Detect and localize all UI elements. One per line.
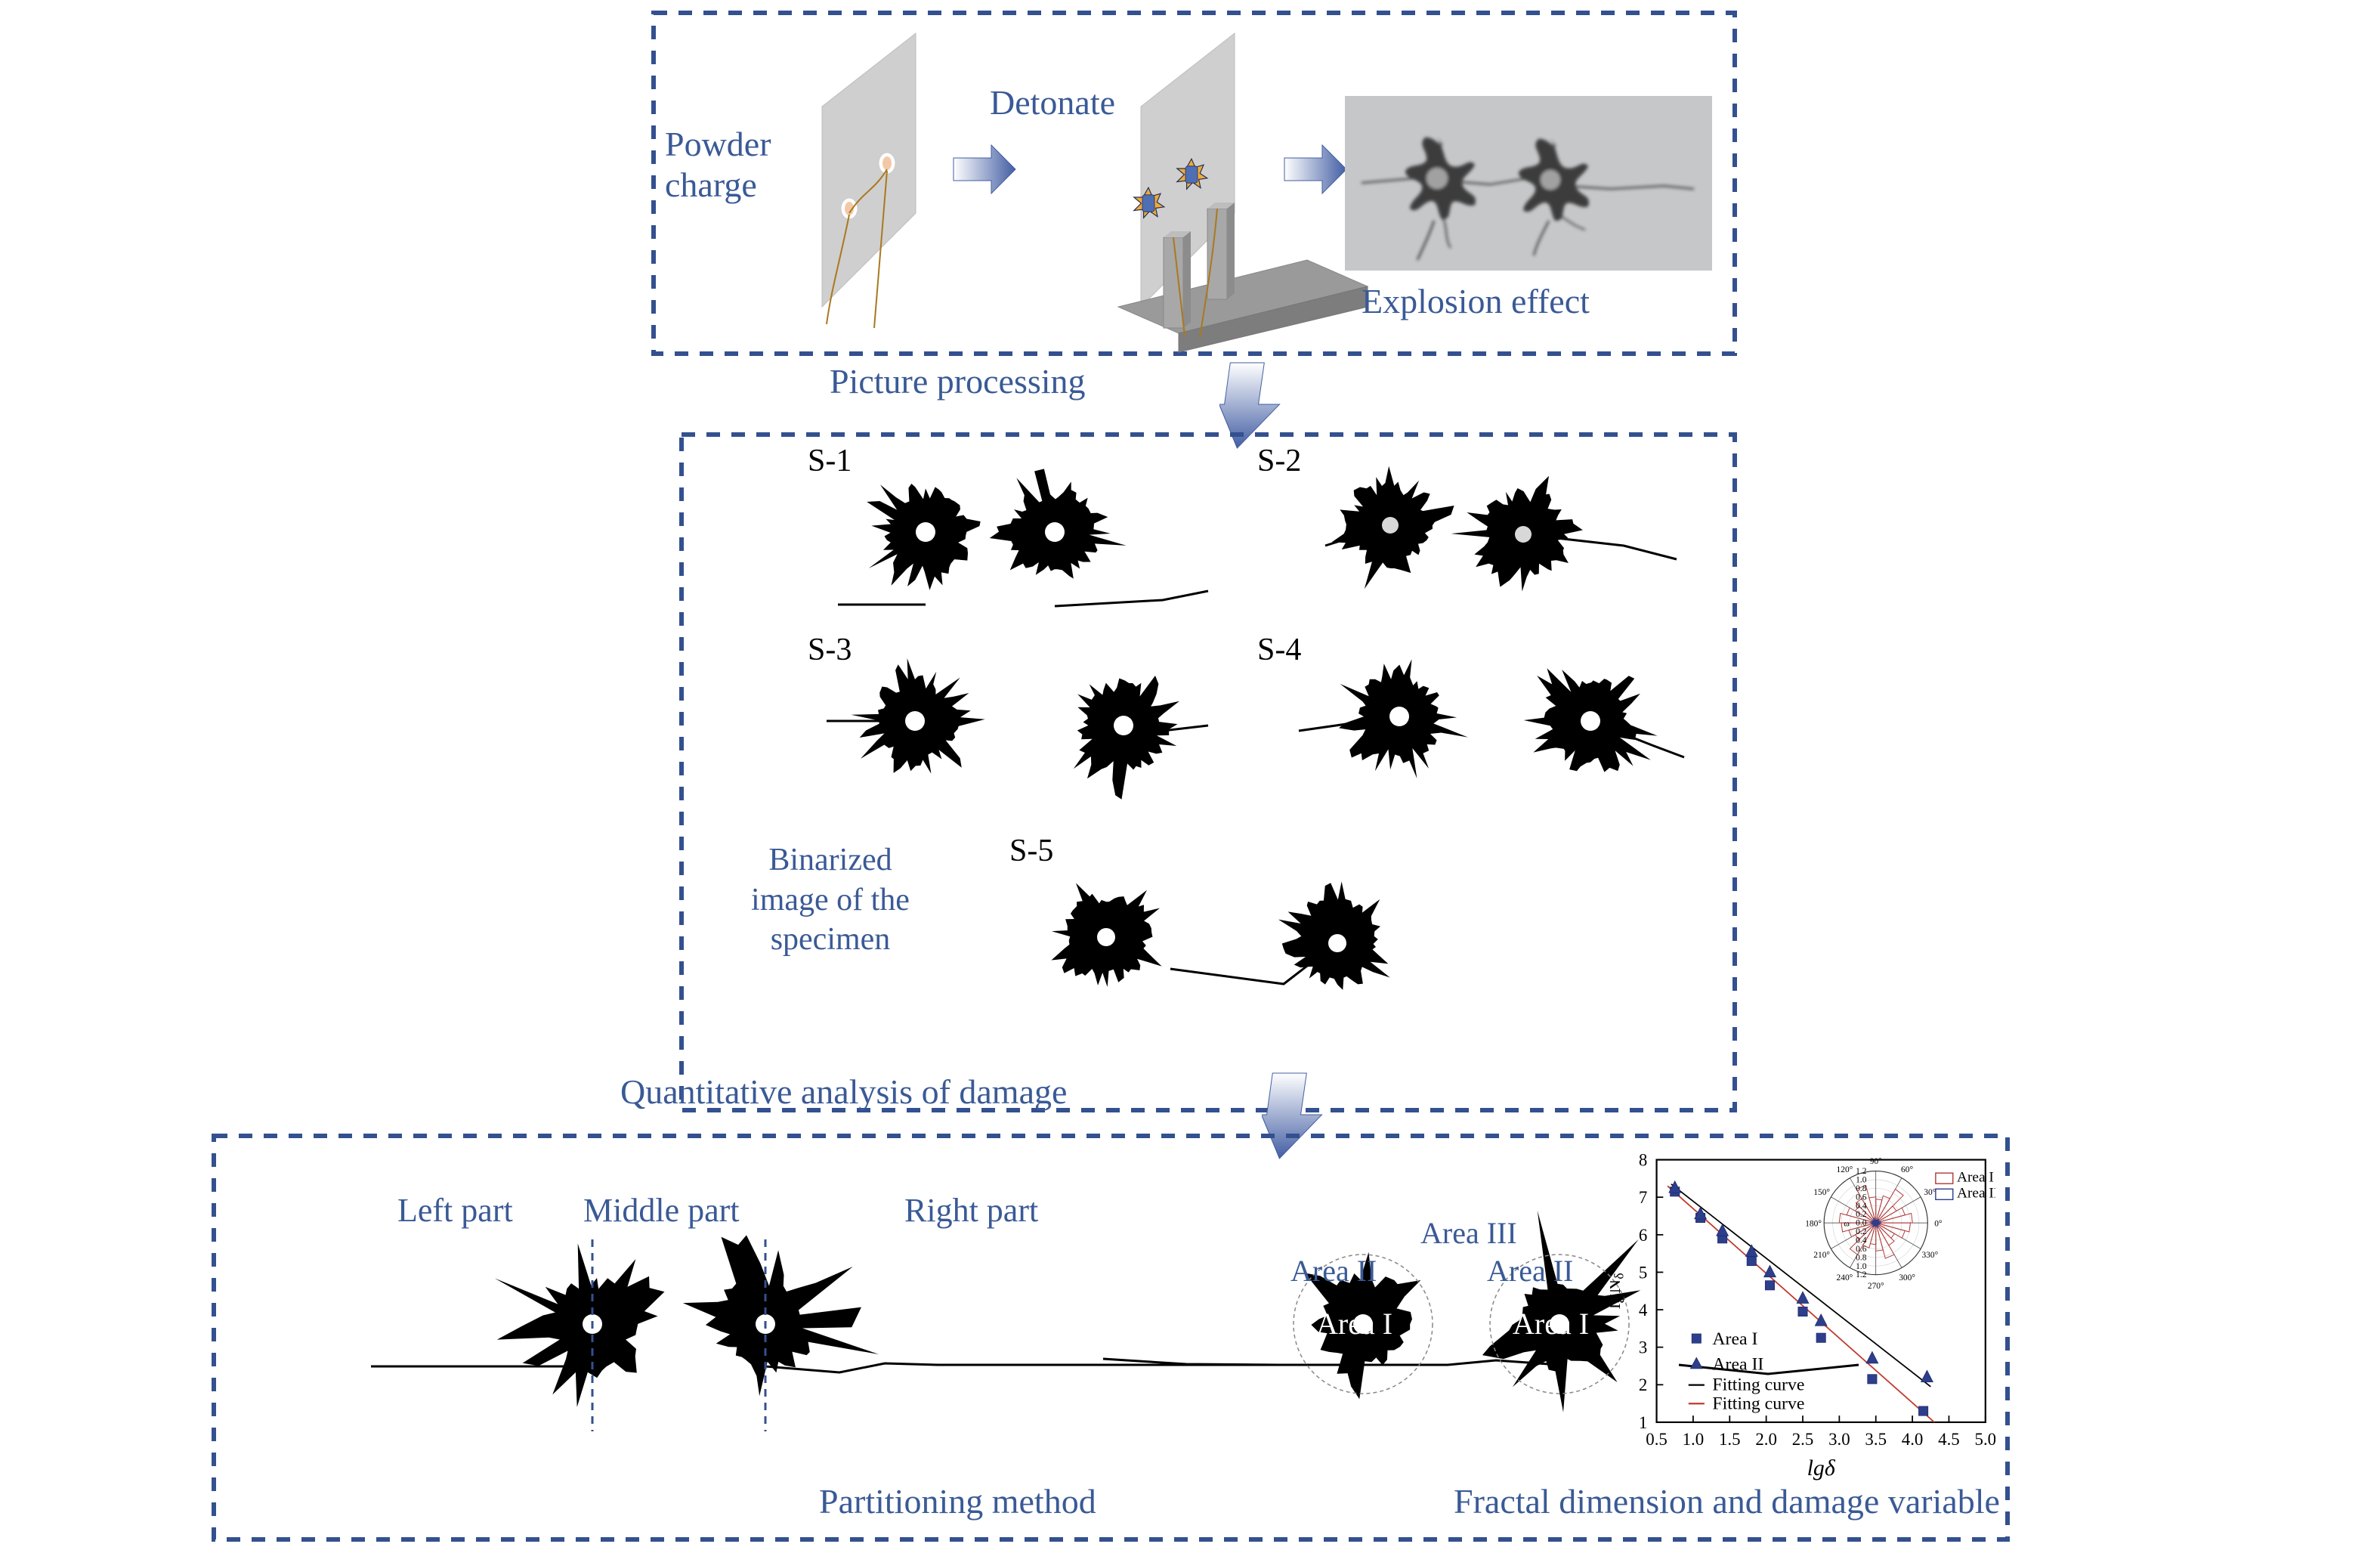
- svg-text:210°: 210°: [1813, 1251, 1830, 1260]
- svg-text:3.0: 3.0: [1828, 1430, 1850, 1449]
- svg-text:330°: 330°: [1921, 1251, 1938, 1260]
- svg-text:8: 8: [1639, 1150, 1647, 1169]
- svg-text:1.0: 1.0: [1856, 1175, 1867, 1184]
- svg-text:30°: 30°: [1924, 1188, 1936, 1197]
- svg-text:0.5: 0.5: [1646, 1430, 1668, 1449]
- svg-text:3.5: 3.5: [1865, 1430, 1887, 1449]
- svg-text:1.5: 1.5: [1719, 1430, 1741, 1449]
- svg-text:5: 5: [1639, 1263, 1647, 1282]
- svg-text:1.2: 1.2: [1856, 1270, 1867, 1279]
- svg-text:2: 2: [1639, 1375, 1647, 1394]
- svg-text:Area II: Area II: [1957, 1186, 1995, 1202]
- svg-text:0.2: 0.2: [1856, 1227, 1867, 1236]
- svg-text:4: 4: [1639, 1301, 1648, 1320]
- svg-text:Area I: Area I: [1957, 1170, 1994, 1186]
- svg-text:Fitting curve: Fitting curve: [1712, 1375, 1804, 1395]
- svg-text:0°: 0°: [1934, 1220, 1943, 1229]
- svg-text:lgδ: lgδ: [1807, 1456, 1836, 1480]
- svg-text:0.0: 0.0: [1856, 1219, 1867, 1228]
- svg-text:6: 6: [1639, 1226, 1647, 1245]
- svg-text:270°: 270°: [1868, 1282, 1884, 1291]
- svg-text:0.6: 0.6: [1856, 1193, 1867, 1202]
- svg-text:150°: 150°: [1813, 1188, 1830, 1197]
- svg-text:Area I: Area I: [1712, 1329, 1757, 1349]
- svg-text:0.8: 0.8: [1856, 1253, 1867, 1262]
- svg-text:1: 1: [1639, 1413, 1647, 1432]
- svg-text:0.4: 0.4: [1856, 1202, 1867, 1211]
- svg-text:ω: ω: [1844, 1220, 1850, 1229]
- svg-text:5.0: 5.0: [1975, 1430, 1995, 1449]
- svg-text:4.0: 4.0: [1902, 1430, 1924, 1449]
- svg-text:0.4: 0.4: [1856, 1236, 1867, 1245]
- svg-text:0.8: 0.8: [1856, 1184, 1867, 1193]
- svg-text:1.0: 1.0: [1856, 1262, 1867, 1271]
- svg-text:1.0: 1.0: [1683, 1430, 1705, 1449]
- svg-text:180°: 180°: [1805, 1220, 1822, 1229]
- svg-text:300°: 300°: [1899, 1273, 1915, 1282]
- svg-text:1.2: 1.2: [1856, 1167, 1867, 1176]
- svg-text:Fitting curve: Fitting curve: [1712, 1394, 1804, 1413]
- svg-text:2.5: 2.5: [1792, 1430, 1814, 1449]
- svg-text:0.2: 0.2: [1856, 1210, 1867, 1219]
- svg-text:240°: 240°: [1837, 1273, 1853, 1282]
- svg-text:4.5: 4.5: [1938, 1430, 1960, 1449]
- svg-text:7: 7: [1639, 1188, 1647, 1207]
- svg-text:3: 3: [1639, 1338, 1647, 1357]
- svg-text:90°: 90°: [1870, 1157, 1882, 1166]
- svg-text:60°: 60°: [1901, 1165, 1913, 1174]
- svg-text:lgNδ: lgNδ: [1610, 1273, 1627, 1309]
- svg-text:2.0: 2.0: [1755, 1430, 1777, 1449]
- svg-text:120°: 120°: [1837, 1165, 1853, 1174]
- svg-text:Area II: Area II: [1712, 1354, 1763, 1374]
- svg-text:0.6: 0.6: [1856, 1245, 1867, 1254]
